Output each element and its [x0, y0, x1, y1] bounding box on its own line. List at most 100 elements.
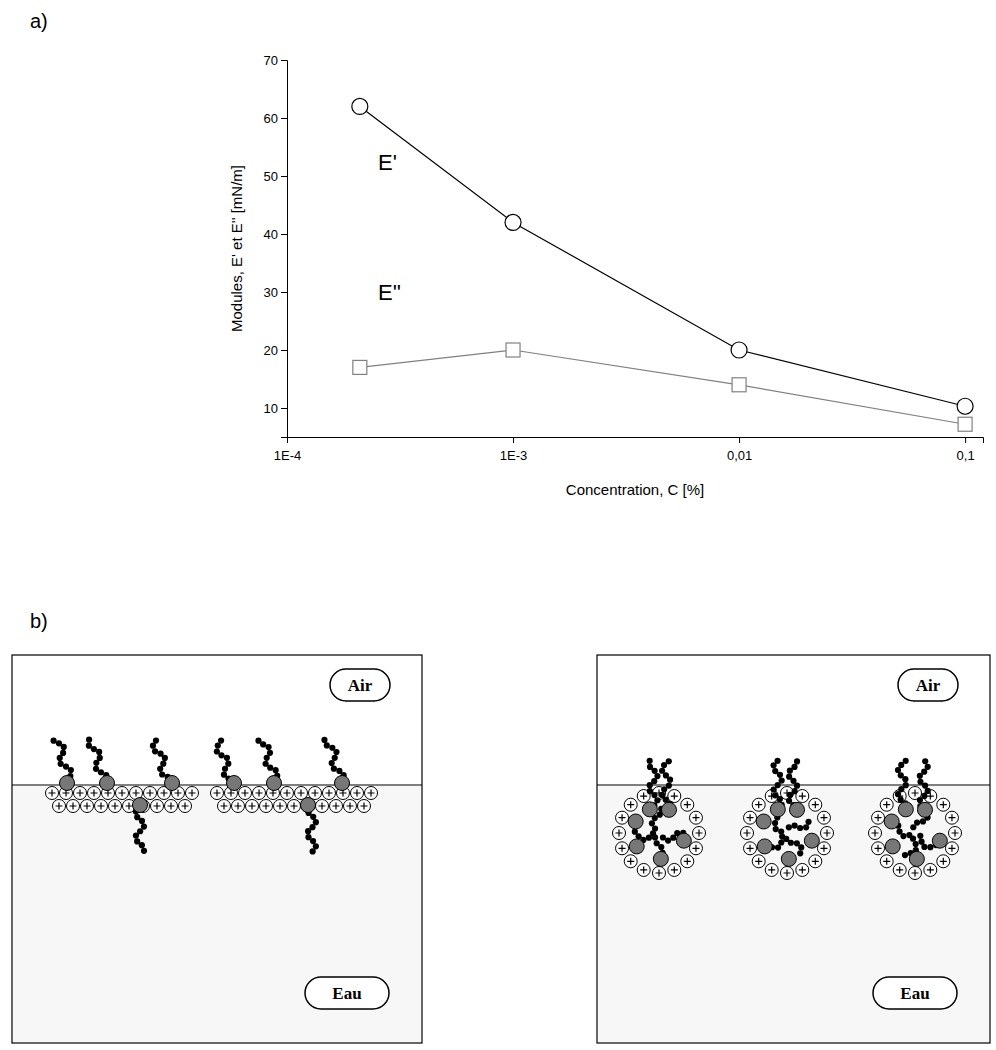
cation: [945, 842, 958, 855]
head-group: [781, 851, 796, 866]
chain-segment: [329, 760, 335, 766]
figure: a)b)1E-41E-30,010,110203040506070Concent…: [0, 0, 996, 1050]
chain-segment: [331, 766, 337, 772]
cation-sign: [319, 803, 326, 810]
cation-sign: [133, 790, 140, 797]
cation: [46, 787, 59, 800]
cation: [624, 855, 637, 868]
head-group: [227, 776, 242, 791]
chain-segment: [141, 848, 147, 854]
chain-segment: [778, 828, 784, 834]
chain-segment: [321, 737, 327, 743]
cation-sign: [812, 858, 819, 865]
y-tick-label: 40: [264, 227, 278, 242]
cation-sign: [747, 845, 754, 852]
chain-segment: [647, 758, 653, 764]
cation: [689, 842, 702, 855]
cation: [945, 811, 958, 824]
chain-segment: [310, 814, 316, 820]
cation-sign: [154, 803, 161, 810]
cation: [752, 855, 765, 868]
cation: [637, 863, 650, 876]
cation: [880, 855, 893, 868]
chain-segment: [921, 844, 927, 850]
cation-sign: [948, 845, 955, 852]
cation-sign: [84, 803, 91, 810]
chain-segment: [779, 777, 785, 783]
chain-segment: [652, 825, 658, 831]
cation-sign: [940, 801, 947, 808]
water-phase: [598, 786, 989, 1042]
y-tick: 50: [264, 169, 287, 184]
data-point: [958, 417, 972, 431]
chain-segment: [774, 758, 780, 764]
chain-segment: [773, 826, 779, 832]
data-point: [506, 343, 520, 357]
chain-segment: [797, 825, 803, 831]
y-tick-mark: [281, 350, 287, 351]
cation-sign: [49, 790, 56, 797]
y-tick-mark: [281, 234, 287, 235]
cation: [937, 855, 950, 868]
cation-sign: [784, 870, 791, 877]
cation-sign: [640, 866, 647, 873]
chain-segment: [221, 772, 227, 778]
chain-segment: [310, 848, 316, 854]
head-group: [676, 833, 691, 848]
cation-sign: [883, 801, 890, 808]
cation: [796, 790, 809, 803]
cation-sign: [312, 790, 319, 797]
chain-segment: [927, 844, 933, 850]
chain-segment: [772, 768, 778, 774]
cation: [681, 798, 694, 811]
y-tick-mark: [281, 292, 287, 293]
cation: [937, 798, 950, 811]
chain-segment: [265, 744, 271, 750]
head-group: [804, 833, 819, 848]
cation-sign: [77, 790, 84, 797]
data-point: [353, 360, 367, 374]
chain-segment: [86, 737, 92, 743]
chain-segment: [786, 774, 792, 780]
cation: [809, 855, 822, 868]
chain-segment: [632, 829, 638, 835]
cation: [246, 800, 259, 813]
phase-label: Eau: [332, 984, 361, 1003]
cation-sign: [824, 830, 831, 837]
cation-sign: [189, 790, 196, 797]
chain-segment: [157, 766, 163, 772]
cation: [211, 787, 224, 800]
chain-segment: [775, 844, 781, 850]
cation-sign: [952, 830, 959, 837]
cation: [186, 787, 199, 800]
chain-segment: [50, 738, 56, 744]
chain-segment: [133, 832, 139, 838]
cation-sign: [354, 790, 361, 797]
y-tick-label: 20: [264, 343, 278, 358]
cation-sign: [284, 790, 291, 797]
chain-segment: [654, 773, 660, 779]
phase-label: Eau: [900, 984, 929, 1003]
y-axis-line: [281, 61, 288, 438]
chain-segment: [803, 824, 809, 830]
cation-sign: [755, 858, 762, 865]
y-tick: 60: [264, 111, 287, 126]
chain-segment: [160, 761, 166, 767]
chain-segment: [898, 772, 904, 778]
cation: [869, 827, 882, 840]
data-point: [352, 98, 368, 114]
head-group: [884, 814, 899, 829]
cation-sign: [70, 803, 77, 810]
chain-segment: [797, 850, 803, 856]
head-group: [898, 802, 913, 817]
chain-segment: [96, 749, 102, 755]
cation: [288, 800, 301, 813]
cation-sign: [298, 790, 305, 797]
data-point: [732, 378, 746, 392]
cation: [81, 800, 94, 813]
chain-segment: [324, 742, 330, 748]
cation-sign: [242, 790, 249, 797]
head-group: [789, 802, 804, 817]
cation: [613, 827, 626, 840]
x-tick: 0,1: [957, 437, 975, 463]
